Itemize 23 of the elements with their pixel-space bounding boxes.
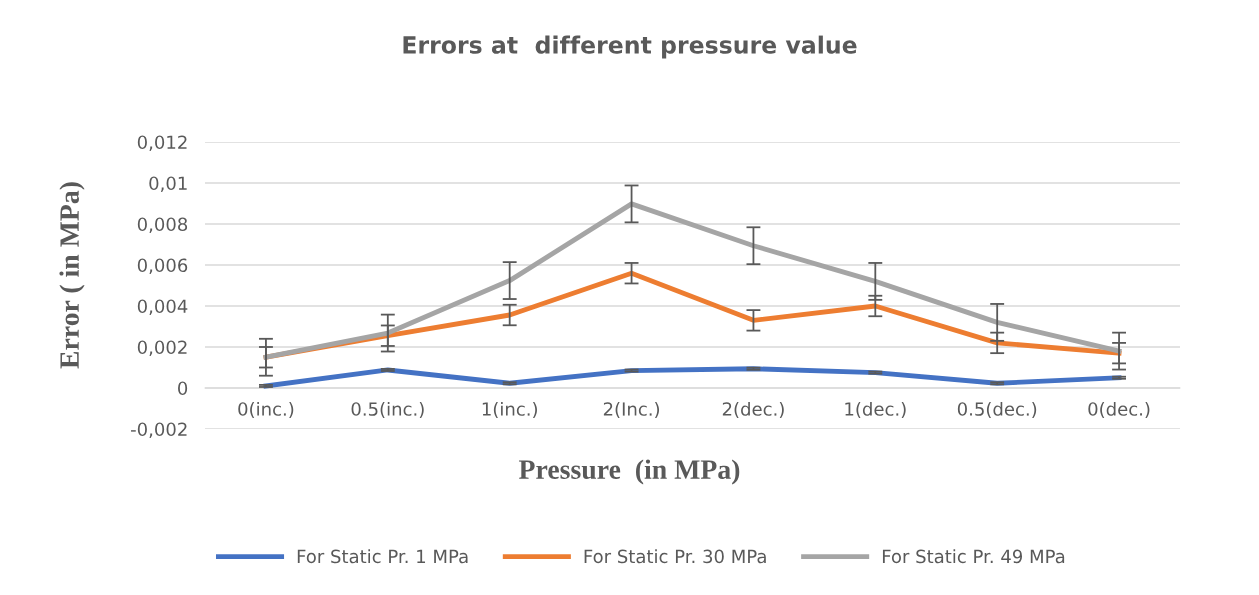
y-tick-label: 0,002 (137, 340, 187, 356)
chart-title: Errors at different pressure value (403, 35, 857, 59)
x-axis-title: Pressure (in MPa) (518, 459, 740, 485)
x-tick-label: 1(inc.) (482, 401, 537, 418)
x-tick-label: 0.5(inc.) (351, 401, 424, 418)
y-tick-label: 0,012 (137, 135, 187, 151)
legend-label: For Static Pr. 30 MPa (584, 549, 766, 564)
y-tick-label: 0,008 (137, 217, 188, 233)
y-tick-label: -0,002 (131, 422, 187, 438)
x-tick-label: 0.5(dec.) (957, 401, 1037, 418)
x-tick-label: 2(dec.) (722, 401, 784, 418)
y-tick-label: 0,004 (137, 299, 188, 315)
y-tick-label: 0 (178, 381, 188, 396)
x-tick-label: 0(dec.) (1088, 401, 1150, 418)
y-tick-label: 0,006 (137, 258, 188, 274)
y-tick-label: 0,01 (149, 176, 187, 192)
legend-label: For Static Pr. 1 MPa (297, 549, 468, 564)
x-tick-label: 0(inc.) (238, 401, 294, 418)
legend-label: For Static Pr. 49 MPa (882, 549, 1065, 564)
x-tick-label: 1(dec.) (845, 401, 906, 418)
y-axis-title: Error ( in MPa) (59, 182, 85, 369)
line-series (263, 201, 1122, 360)
x-tick-label: 2(Inc.) (603, 401, 660, 418)
